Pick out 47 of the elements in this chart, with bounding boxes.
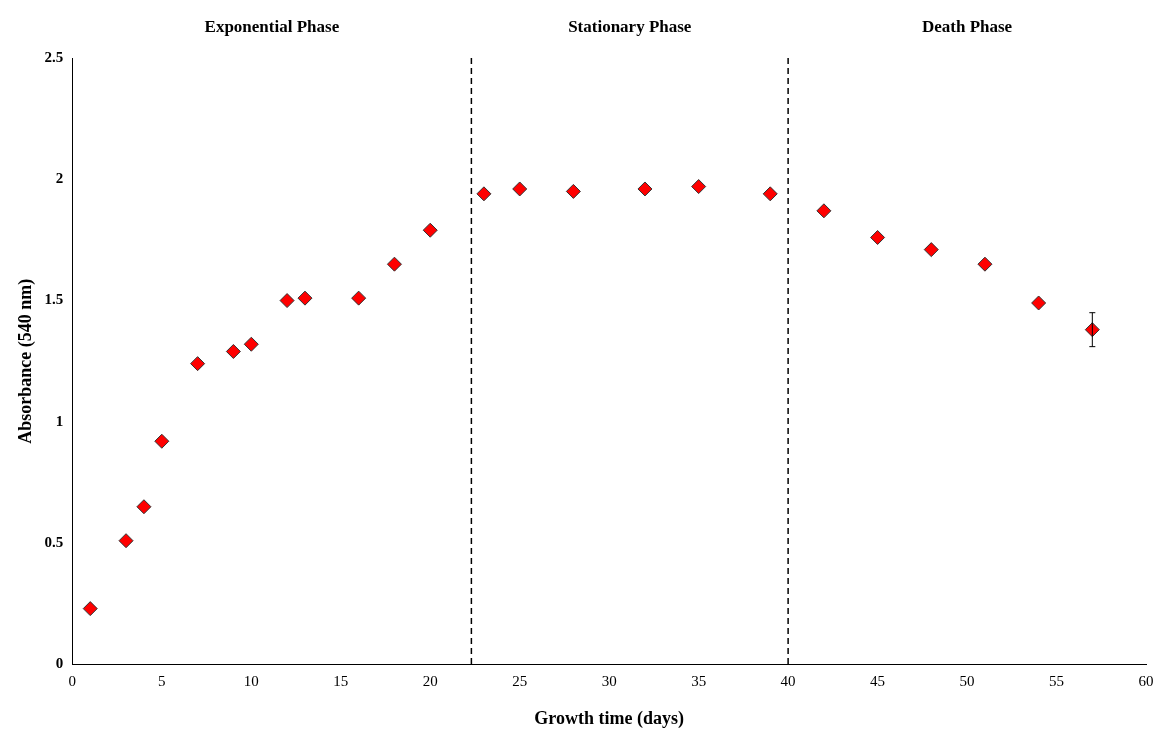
x-axis-title: Growth time (days) bbox=[534, 707, 684, 729]
point bbox=[225, 344, 241, 359]
y-axis-title: Absorbance (540 nm) bbox=[15, 278, 37, 444]
point bbox=[297, 290, 313, 306]
point bbox=[816, 203, 832, 219]
point bbox=[476, 186, 492, 202]
text: Death Phase bbox=[921, 17, 1013, 37]
point bbox=[351, 290, 367, 306]
point bbox=[386, 256, 402, 272]
x-tick-label: 60 bbox=[1138, 673, 1154, 690]
x-tick-label: 40 bbox=[780, 673, 796, 690]
point bbox=[243, 336, 259, 352]
x-tick-label: 50 bbox=[959, 673, 975, 690]
point bbox=[923, 242, 939, 258]
x-tick-label: 0 bbox=[68, 673, 77, 690]
point bbox=[136, 499, 152, 515]
x-tick-label: 5 bbox=[158, 673, 166, 690]
point bbox=[870, 229, 886, 245]
point bbox=[565, 183, 581, 199]
point bbox=[977, 256, 993, 272]
point bbox=[512, 181, 528, 197]
text: Exponential Phase bbox=[204, 17, 340, 37]
point bbox=[637, 181, 653, 197]
point bbox=[1031, 295, 1047, 311]
point bbox=[422, 222, 438, 238]
y-tick-label: 2.5 bbox=[44, 48, 64, 65]
x-tick-label: 10 bbox=[243, 673, 259, 690]
x-tick-label: 15 bbox=[333, 673, 349, 690]
text: Stationary Phase bbox=[568, 17, 692, 37]
point bbox=[118, 533, 134, 549]
x-tick-label: 35 bbox=[691, 673, 707, 690]
y-tick-label: 0 bbox=[55, 655, 64, 672]
x-tick-label: 55 bbox=[1049, 673, 1065, 690]
point bbox=[154, 433, 170, 449]
x-tick-label: 30 bbox=[601, 673, 617, 690]
point bbox=[279, 293, 295, 309]
point bbox=[82, 601, 98, 617]
y-tick-label: 0.5 bbox=[44, 533, 64, 550]
x-tick-label: 45 bbox=[870, 673, 886, 690]
point bbox=[190, 356, 206, 372]
y-tick-label: 2 bbox=[55, 170, 64, 187]
point bbox=[762, 186, 778, 202]
point bbox=[691, 179, 707, 195]
x-tick-label: 20 bbox=[422, 673, 438, 690]
x-tick-label: 25 bbox=[512, 673, 528, 690]
y-tick-label: 1.5 bbox=[44, 291, 64, 308]
y-tick-label: 1 bbox=[55, 412, 64, 429]
